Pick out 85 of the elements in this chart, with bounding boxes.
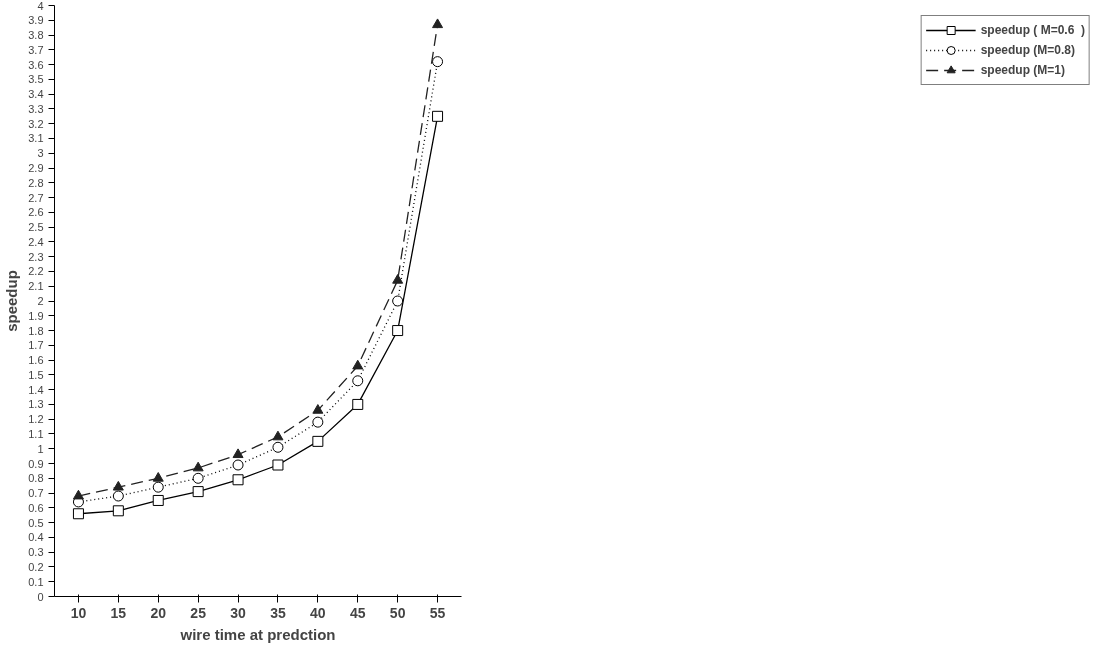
y-tick-label: 3: [37, 147, 44, 160]
x-tick-label: 20: [150, 604, 167, 621]
legend-label: speedup ( M=0.6 ): [980, 23, 1085, 37]
point: [152, 494, 164, 506]
y-tick-label: 4: [37, 0, 44, 12]
y-tick-label: 2: [37, 295, 44, 307]
y-tick-label: 1.4: [28, 383, 44, 396]
point: [232, 474, 244, 486]
y-tick-label: 3.2: [28, 117, 44, 130]
y-tick-label: 3.1: [28, 132, 44, 145]
y-tick-label: 1.7: [28, 339, 44, 352]
x-tick-label: 30: [230, 604, 247, 621]
legend-label: speedup (M=0.8): [980, 43, 1075, 57]
point: [352, 359, 364, 370]
x-tick-label: 55: [429, 604, 446, 621]
point: [112, 480, 124, 491]
y-tick-label: 3.3: [28, 102, 44, 115]
y-tick-label: 1: [37, 442, 44, 455]
y-tick-label: 3.7: [28, 43, 44, 56]
x-tick-label: 40: [310, 604, 326, 621]
x-tick-label: 25: [190, 604, 207, 621]
y-tick-label: 0.3: [28, 546, 44, 559]
point: [112, 490, 124, 502]
point: [152, 481, 164, 493]
point: [152, 472, 164, 482]
y-tick-label: 2.7: [28, 191, 44, 204]
y-tick-label: 1.3: [28, 398, 44, 411]
y-tick-label: 2.6: [28, 206, 44, 219]
y-tick-label: 1.1: [28, 427, 44, 440]
y-tick-label: 2.2: [28, 265, 44, 278]
legend-label: speedup (M=1): [980, 63, 1065, 77]
y-tick-label: 2.4: [28, 235, 44, 248]
point: [192, 472, 204, 484]
point: [272, 430, 284, 441]
y-axis-title: speedup: [3, 270, 21, 332]
y-tick-label: 0.4: [28, 531, 44, 544]
point: [312, 404, 324, 414]
y-tick-label: 1.9: [28, 309, 44, 322]
point: [432, 18, 444, 29]
point: [232, 459, 244, 471]
y-tick-label: 1.2: [28, 413, 44, 426]
y-tick-label: 0: [37, 590, 44, 603]
y-tick-label: 0.7: [28, 487, 44, 500]
point: [352, 398, 364, 410]
y-tick-label: 0.1: [28, 575, 44, 588]
y-tick-label: 2.5: [28, 221, 44, 234]
y-tick-label: 2.1: [28, 280, 44, 293]
y-tick-label: 0.8: [28, 472, 44, 485]
point: [392, 295, 404, 307]
y-tick-label: 2.3: [28, 250, 44, 263]
y-tick-label: 0.9: [28, 457, 44, 470]
y-tick-label: 3.4: [28, 88, 44, 101]
point: [72, 508, 84, 520]
x-tick-label: 35: [270, 604, 286, 621]
point: [192, 461, 204, 472]
point: [192, 486, 204, 498]
point: [112, 505, 124, 517]
point: [432, 56, 444, 68]
point: [272, 441, 284, 453]
point: [232, 448, 244, 459]
y-tick-label: 1.8: [28, 324, 44, 337]
x-tick-label: 50: [389, 604, 406, 621]
point: [392, 325, 404, 337]
point: [312, 416, 324, 428]
y-tick-label: 1.6: [28, 354, 44, 367]
y-tick-label: 3.6: [28, 58, 44, 71]
point: [392, 274, 404, 284]
x-tick-label: 10: [70, 604, 87, 621]
y-tick-label: 1.5: [28, 368, 44, 381]
y-tick-label: 0.2: [28, 560, 44, 573]
y-tick-label: 0.6: [28, 501, 44, 514]
y-tick-label: 3.5: [28, 73, 44, 86]
x-axis-title: wire time at predction: [179, 625, 336, 643]
point: [312, 435, 324, 447]
point: [272, 459, 284, 471]
point: [72, 489, 84, 500]
y-tick-label: 2.9: [28, 162, 44, 175]
y-tick-label: 2.8: [28, 176, 44, 189]
x-tick-label: 45: [349, 604, 366, 621]
point: [432, 110, 444, 122]
y-tick-label: 3.9: [28, 14, 44, 27]
y-tick-label: 3.8: [28, 29, 44, 42]
y-tick-label: 0.5: [28, 516, 44, 529]
point: [352, 375, 364, 387]
x-tick-label: 15: [110, 604, 127, 621]
